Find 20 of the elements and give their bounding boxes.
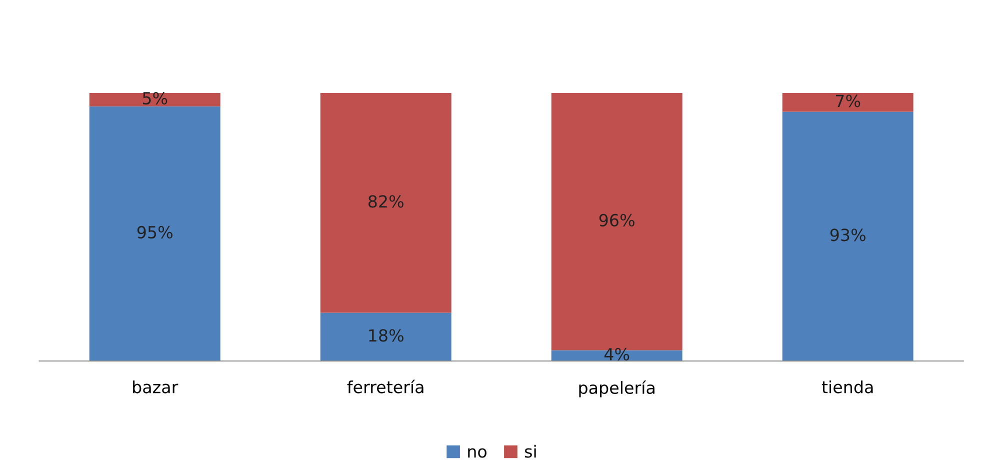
bar (320, 93, 452, 313)
data-label: 82% (368, 195, 404, 208)
legend-label: si (524, 444, 536, 458)
data-label: 95% (137, 226, 172, 239)
data-label: 5% (142, 92, 168, 105)
x-tick-label: ferretería (347, 380, 424, 394)
bar (782, 93, 914, 112)
bar (89, 93, 220, 106)
x-tick-label: papelería (579, 380, 654, 398)
bar (89, 106, 220, 361)
legend-label: no (468, 448, 486, 458)
data-label: 7% (836, 94, 860, 108)
bar (320, 312, 452, 361)
data-label: 96% (599, 214, 634, 226)
data-label: 18% (369, 329, 404, 342)
data-label: 93% (830, 228, 866, 242)
bar (782, 112, 914, 361)
x-tick-label: bazar (133, 380, 178, 394)
data-label: 4% (604, 348, 630, 360)
x-tick-label: tienda (822, 380, 873, 394)
